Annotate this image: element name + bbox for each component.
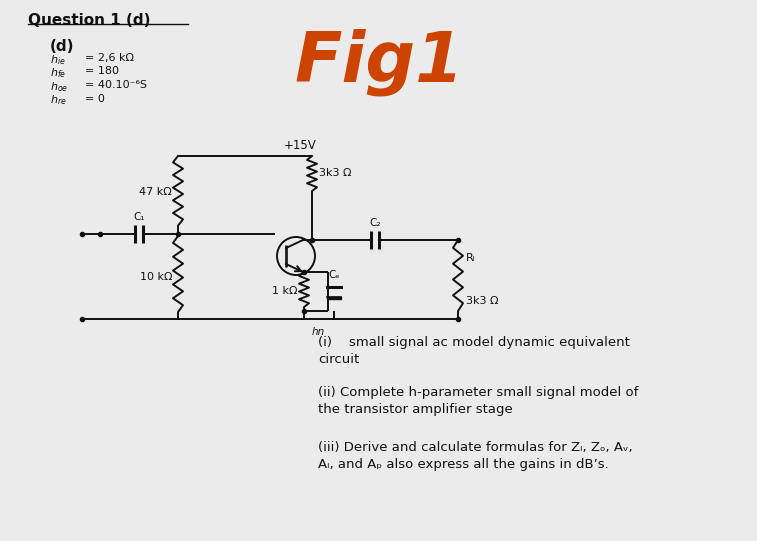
Text: = 2,6 kΩ: = 2,6 kΩ (85, 53, 134, 63)
Text: Question 1 (d): Question 1 (d) (28, 13, 151, 28)
Text: hn: hn (312, 327, 326, 337)
Text: C₂: C₂ (369, 218, 381, 228)
Text: 3k3 Ω: 3k3 Ω (319, 168, 351, 179)
Text: (ii) Complete h-parameter small signal model of
the transistor amplifier stage: (ii) Complete h-parameter small signal m… (318, 386, 638, 416)
Text: C₁: C₁ (133, 212, 145, 222)
Text: = 40.10⁻⁶S: = 40.10⁻⁶S (85, 80, 147, 90)
Text: (d): (d) (50, 39, 74, 54)
Text: 10 kΩ: 10 kΩ (139, 273, 172, 282)
Text: (iii) Derive and calculate formulas for Zᵢ, Zₒ, Aᵥ,
Aᵢ, and Aₚ also express all : (iii) Derive and calculate formulas for … (318, 441, 633, 471)
Text: = 180: = 180 (85, 67, 119, 76)
Text: $h_{fe}$: $h_{fe}$ (50, 67, 66, 80)
Text: $h_{ie}$: $h_{ie}$ (50, 53, 66, 67)
Text: (i)    small signal ac model dynamic equivalent
circuit: (i) small signal ac model dynamic equiva… (318, 336, 630, 366)
Text: $h_{re}$: $h_{re}$ (50, 94, 67, 107)
Text: Fig1: Fig1 (295, 29, 465, 96)
Text: 47 kΩ: 47 kΩ (139, 187, 172, 197)
Text: = 0: = 0 (85, 94, 105, 103)
Text: +15V: +15V (284, 139, 316, 152)
Text: Rₗ: Rₗ (466, 253, 475, 263)
Text: Cₑ: Cₑ (328, 270, 340, 280)
Text: 1 kΩ: 1 kΩ (273, 287, 298, 296)
Text: 3k3 Ω: 3k3 Ω (466, 296, 499, 306)
Text: $h_{oe}$: $h_{oe}$ (50, 80, 68, 94)
